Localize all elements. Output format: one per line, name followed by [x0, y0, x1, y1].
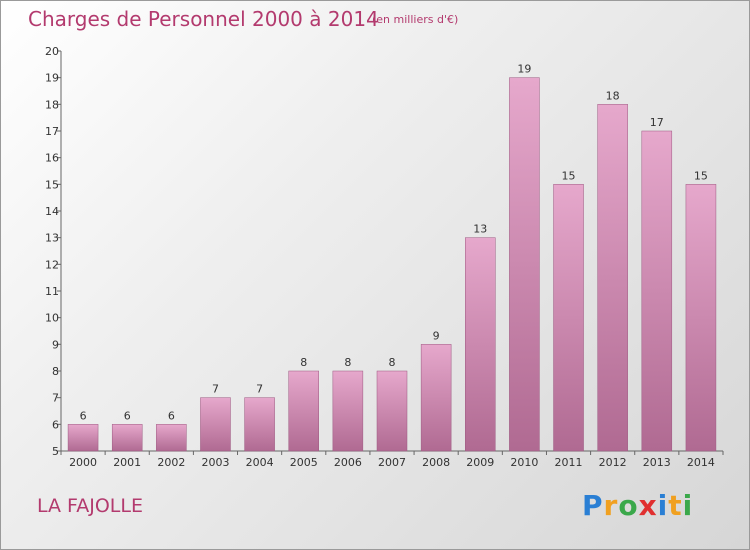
x-tick-label: 2000	[69, 456, 97, 469]
y-tick-label: 18	[45, 98, 59, 111]
y-tick-label: 15	[45, 178, 59, 191]
chart-title: Charges de Personnel 2000 à 2014	[28, 7, 379, 31]
data-label: 18	[606, 89, 620, 102]
data-label: 6	[124, 409, 131, 422]
bar	[111, 424, 143, 452]
y-tick-label: 6	[52, 418, 59, 431]
bar	[420, 344, 452, 452]
bar	[288, 370, 319, 452]
bar	[641, 130, 673, 452]
y-tick-label: 7	[52, 392, 59, 405]
y-tick-label: 13	[45, 232, 59, 245]
data-label: 19	[517, 63, 531, 76]
x-tick-label: 2006	[334, 456, 362, 469]
y-tick-label: 5	[52, 445, 59, 458]
y-tick-label: 12	[45, 258, 59, 271]
data-label: 6	[168, 409, 175, 422]
y-tick-label: 20	[45, 45, 59, 58]
data-label: 15	[562, 169, 576, 182]
bar	[156, 424, 187, 452]
bar	[244, 397, 275, 452]
logo-letter: t	[668, 489, 683, 522]
y-tick-label: 8	[52, 365, 59, 378]
x-tick-label: 2013	[643, 456, 671, 469]
data-label: 8	[344, 356, 351, 369]
x-tick-label: 2004	[246, 456, 274, 469]
logo-letter: r	[603, 489, 619, 522]
x-tick-label: 2009	[466, 456, 494, 469]
data-label: 9	[433, 329, 440, 342]
data-label: 13	[473, 223, 487, 236]
y-tick-label: 19	[45, 72, 59, 85]
x-tick-label: 2007	[378, 456, 406, 469]
x-tick-label: 2001	[113, 456, 141, 469]
y-tick-label: 17	[45, 125, 59, 138]
bar	[465, 237, 496, 452]
logo-letter: x	[638, 489, 658, 522]
data-label: 17	[650, 116, 664, 129]
logo-letter: i	[657, 489, 669, 522]
bar	[67, 424, 99, 452]
bar	[553, 184, 584, 452]
y-tick-label: 11	[45, 285, 59, 298]
commune-name: LA FAJOLLE	[37, 495, 143, 517]
x-tick-label: 2011	[555, 456, 583, 469]
x-tick-label: 2010	[510, 456, 538, 469]
y-tick-label: 16	[45, 152, 59, 165]
bar	[597, 104, 628, 452]
data-label: 7	[212, 383, 219, 396]
x-tick-label: 2012	[599, 456, 627, 469]
data-label: 7	[256, 383, 263, 396]
chart-subtitle: (en milliers d'€)	[372, 13, 459, 26]
data-label: 15	[694, 169, 708, 182]
bar	[509, 77, 540, 452]
bar	[332, 370, 364, 452]
x-tick-label: 2005	[290, 456, 318, 469]
bar	[376, 370, 408, 452]
bar	[200, 397, 231, 452]
bar	[685, 184, 717, 452]
data-label: 8	[300, 356, 307, 369]
x-tick-label: 2008	[422, 456, 450, 469]
bars	[67, 77, 717, 452]
data-label: 8	[389, 356, 396, 369]
x-tick-label: 2002	[157, 456, 185, 469]
proxiti-logo: Proxiti	[582, 489, 693, 522]
logo-letter: P	[582, 489, 604, 522]
y-tick-label: 9	[52, 338, 59, 351]
data-label: 6	[80, 409, 87, 422]
logo-letter: i	[682, 489, 694, 522]
x-tick-label: 2003	[201, 456, 229, 469]
y-tick-label: 10	[45, 312, 59, 325]
y-tick-label: 14	[45, 205, 59, 218]
labels: 2000 6 2001 6 2002 6 2003 7 2004 7 2005 8 2006 8 2007 8…	[69, 63, 715, 469]
x-tick-label: 2014	[687, 456, 715, 469]
logo-letter: o	[618, 489, 639, 522]
